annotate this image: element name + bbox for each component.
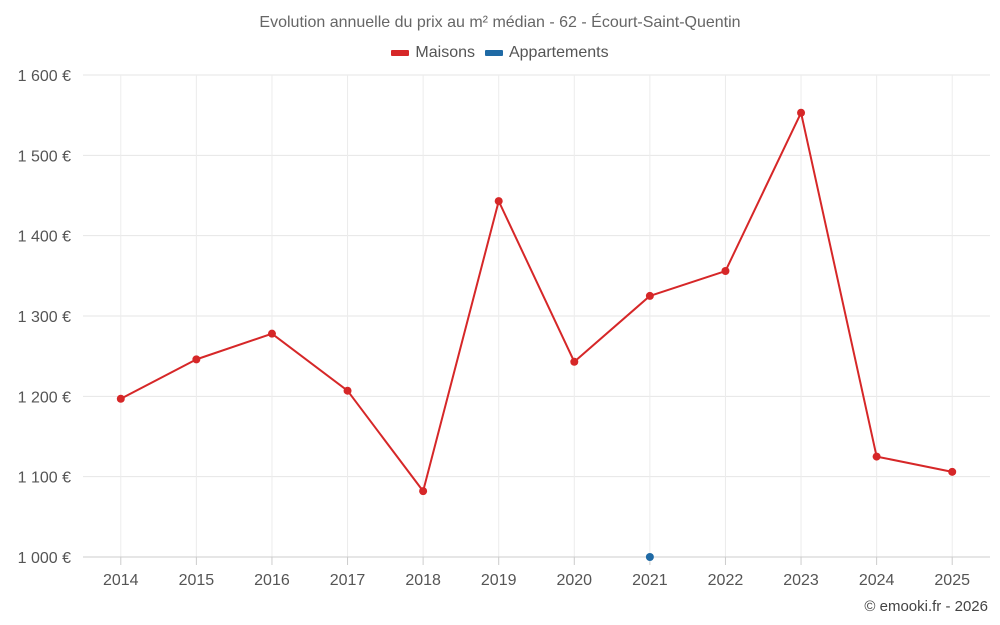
x-tick-label: 2025 <box>934 572 970 589</box>
x-tick-label: 2022 <box>708 572 744 589</box>
x-tick-label: 2015 <box>179 572 215 589</box>
y-tick-label: 1 100 € <box>18 470 71 487</box>
data-point-maisons[interactable] <box>570 357 579 366</box>
legend: Maisons Appartements <box>0 44 1000 62</box>
data-point-maisons[interactable] <box>494 197 503 206</box>
data-point-maisons[interactable] <box>721 267 730 276</box>
credits-text[interactable]: © emooki.fr - 2026 <box>864 598 988 615</box>
legend-label-maisons: Maisons <box>415 44 475 61</box>
legend-swatch-appartements <box>484 50 503 56</box>
y-tick-label: 1 200 € <box>18 389 71 406</box>
y-tick-label: 1 600 € <box>18 68 71 85</box>
x-tick-label: 2023 <box>783 572 819 589</box>
data-point-maisons[interactable] <box>116 394 125 403</box>
x-tick-label: 2020 <box>556 572 592 589</box>
legend-item-maisons[interactable]: Maisons <box>391 44 475 62</box>
x-tick-label: 2018 <box>405 572 441 589</box>
y-tick-label: 1 000 € <box>18 550 71 567</box>
data-point-maisons[interactable] <box>645 291 654 300</box>
data-point-maisons[interactable] <box>872 452 881 461</box>
data-point-maisons[interactable] <box>419 487 428 496</box>
x-tick-label: 2014 <box>103 572 139 589</box>
y-tick-label: 1 300 € <box>18 309 71 326</box>
legend-item-appartements[interactable]: Appartements <box>484 44 609 62</box>
x-tick-label: 2024 <box>859 572 895 589</box>
x-tick-label: 2016 <box>254 572 290 589</box>
data-point-maisons[interactable] <box>267 329 276 338</box>
y-tick-label: 1 500 € <box>18 148 71 165</box>
x-tick-label: 2019 <box>481 572 517 589</box>
series-line-maisons <box>120 111 953 493</box>
y-tick-label: 1 400 € <box>18 229 71 246</box>
x-tick-label: 2021 <box>632 572 668 589</box>
legend-swatch-maisons <box>391 50 410 56</box>
data-point-maisons[interactable] <box>343 386 352 395</box>
data-point-maisons[interactable] <box>797 108 806 117</box>
data-point-maisons[interactable] <box>948 467 957 476</box>
data-point-maisons[interactable] <box>192 355 201 364</box>
legend-label-appartements: Appartements <box>508 44 609 61</box>
x-tick-label: 2017 <box>330 572 366 589</box>
chart-title: Evolution annuelle du prix au m² médian … <box>259 14 741 31</box>
data-point-appartements[interactable] <box>645 553 654 561</box>
